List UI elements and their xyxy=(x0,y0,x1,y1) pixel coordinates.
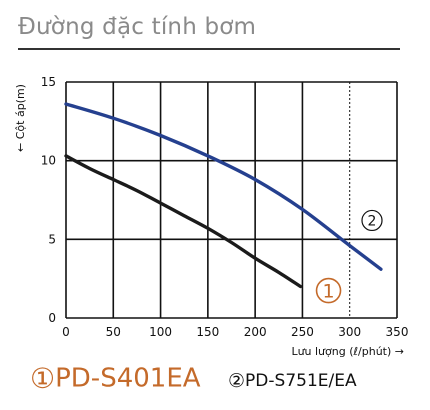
title-underline xyxy=(18,48,400,50)
x-tick-label: 50 xyxy=(106,325,121,339)
y-tick-label: 15 xyxy=(41,75,56,89)
series-marker-2 xyxy=(361,209,383,232)
series-line-2 xyxy=(64,102,383,271)
legend-label-1: PD-S401EA xyxy=(55,363,201,394)
legend-marker-1: ① xyxy=(30,362,56,395)
y-tick-label: 5 xyxy=(48,232,56,246)
y-tick-label: 0 xyxy=(48,311,56,325)
series-marker-1 xyxy=(315,277,342,304)
x-tick-label: 0 xyxy=(62,325,70,339)
x-tick-label: 300 xyxy=(338,325,361,339)
x-axis-label: Lưu lượng (ℓ/phút) → xyxy=(291,345,404,358)
x-tick-label: 250 xyxy=(291,325,314,339)
series-marker-1-label: 1 xyxy=(322,281,334,303)
chart-curves: 12 xyxy=(64,102,383,304)
legend-item-2: ②PD-S751E/EA xyxy=(228,370,357,392)
legend-marker-2: ② xyxy=(228,370,246,392)
series-marker-2-label: 2 xyxy=(368,213,377,229)
x-tick-label: 100 xyxy=(149,325,172,339)
y-tick-label: 10 xyxy=(41,154,56,168)
series-line-1 xyxy=(64,154,303,289)
y-axis-label: ← Cột áp(m) xyxy=(14,84,27,152)
x-tick-label: 200 xyxy=(244,325,267,339)
page-title: Đường đặc tính bơm xyxy=(18,14,257,40)
legend-item-1: ①PD-S401EA xyxy=(30,362,201,395)
chart-ticks: 0 50 100 150 200 250 300 350 0 5 10 15 xyxy=(41,75,409,339)
x-tick-label: 350 xyxy=(386,325,409,339)
legend-label-2: PD-S751E/EA xyxy=(245,371,357,391)
x-tick-label: 150 xyxy=(196,325,219,339)
